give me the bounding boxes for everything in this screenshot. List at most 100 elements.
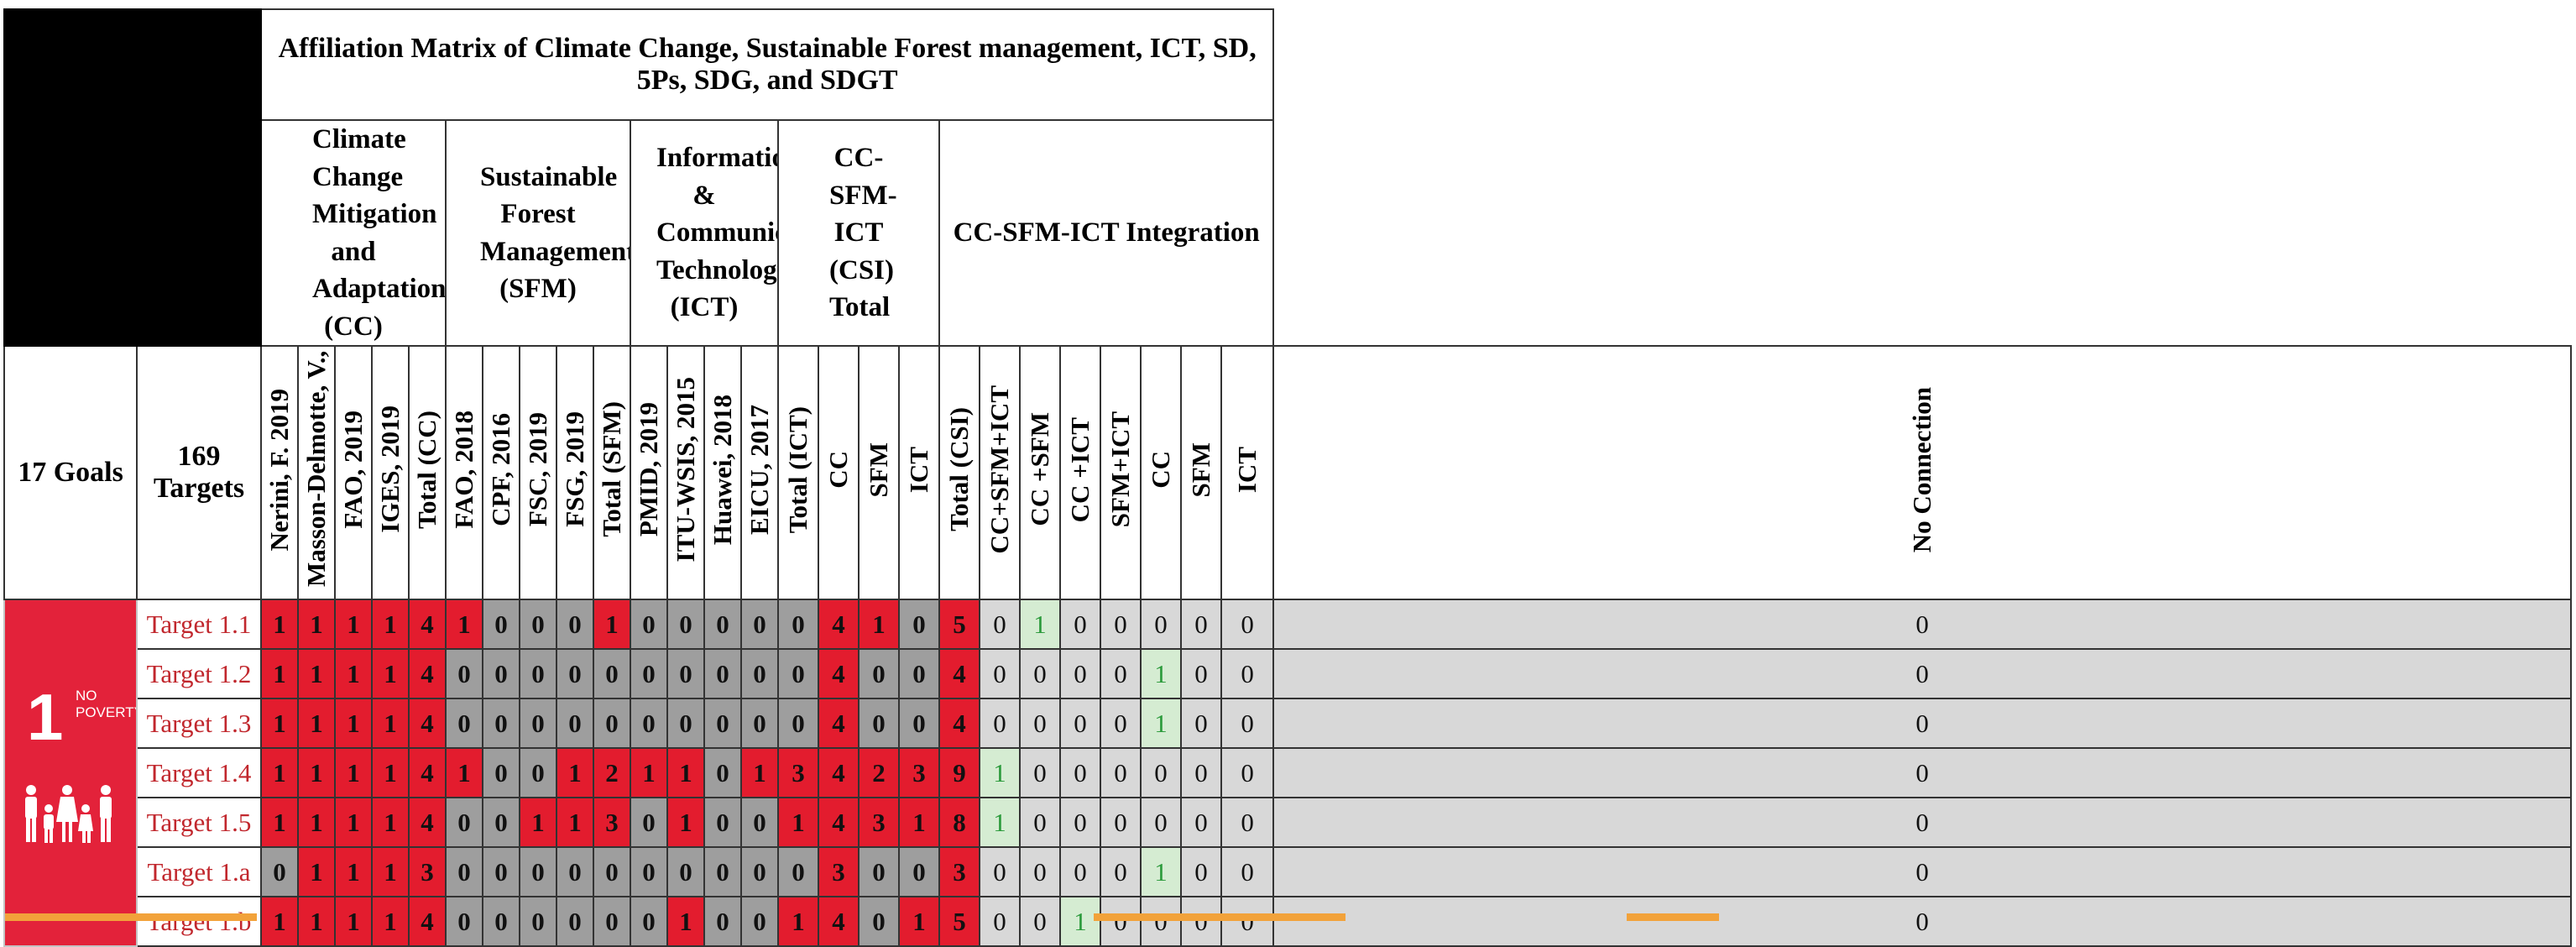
matrix-value-cell: 0 [1220,747,1275,799]
next-goal-accent-strip [5,913,2572,921]
matrix-value-cell: 0 [898,599,940,651]
matrix-value-cell: 0 [777,648,819,700]
column-header-label: No Connection [1907,386,1937,552]
column-header-label: EICU, 2017 [744,404,774,535]
column-header-label: FAO, 2018 [448,410,478,529]
column-header-label: ICT [903,446,933,493]
column-header: ICT [898,345,940,601]
table-row: Target 1.a 0 1 1 1 3 0 0 0 0 0 0 0 0 0 0 3 0 0 3 0 0 0 0 1 0 0 0 [4,846,2572,898]
matrix-value-cell: 3 [938,846,980,898]
matrix-value-cell: 1 [898,797,940,849]
column-header-label: Huawei, 2018 [707,394,737,545]
matrix-value-cell: 1 [260,747,299,799]
matrix-value-cell: 1 [556,747,594,799]
matrix-value-cell: 0 [1059,698,1101,750]
matrix-value-cell: 0 [898,648,940,700]
column-header-label: SFM+ICT [1105,411,1135,528]
matrix-value-cell: 1 [1140,698,1182,750]
table-row: Target 1.4 1 1 1 1 4 1 0 0 1 2 1 1 0 1 3 4 2 3 9 1 0 0 0 0 0 0 0 [4,747,2572,799]
affiliation-matrix: Affiliation Matrix of Climate Change, Su… [3,8,2572,947]
column-header-label: FSG, 2019 [559,411,589,528]
matrix-value-cell: 0 [703,648,742,700]
matrix-value-cell: 1 [334,846,373,898]
matrix-value-cell: 0 [1180,698,1222,750]
goal-number: 1 [27,680,64,755]
matrix-value-cell: 4 [408,747,447,799]
matrix-value-cell: 1 [1019,599,1061,651]
matrix-value-cell: 4 [818,797,860,849]
matrix-value-cell: 4 [408,698,447,750]
matrix-value-cell: 0 [593,648,631,700]
matrix-value-cell: 0 [979,648,1021,700]
matrix-value-cell: 0 [482,698,520,750]
matrix-value-cell: 1 [334,648,373,700]
matrix-value-cell: 0 [519,648,557,700]
goal-name: NO POVERTY [76,688,137,720]
matrix-value-cell: 0 [630,599,668,651]
matrix-value-cell: 0 [445,896,483,947]
matrix-value-cell: 1 [777,797,819,849]
matrix-value-cell: 0 [1272,797,2572,849]
matrix-value-cell: 0 [593,896,631,947]
matrix-value-cell: 1 [260,648,299,700]
column-header: ICT [1220,345,1275,601]
group-header: CC-SFM-ICT Integration [938,118,1275,348]
matrix-value-cell: 0 [1019,896,1061,947]
group-header: Climate Change Mitigation and Adaptation… [260,118,447,348]
matrix-value-cell: 0 [1100,896,1142,947]
matrix-value-cell: 1 [297,648,336,700]
group-header: CC-SFM-ICT (CSI) Total [777,118,940,348]
matrix-value-cell: 3 [777,747,819,799]
matrix-value-cell: 0 [1140,747,1182,799]
matrix-value-cell: 1 [740,747,779,799]
matrix-value-cell: 1 [297,599,336,651]
column-header: FSG, 2019 [556,345,594,601]
matrix-value-cell: 1 [556,797,594,849]
matrix-value-cell: 1 [593,599,631,651]
matrix-value-cell: 1 [334,599,373,651]
matrix-value-cell: 0 [1220,698,1275,750]
matrix-value-cell: 1 [260,698,299,750]
matrix-value-cell: 0 [1019,797,1061,849]
column-header-label: CC +ICT [1064,416,1095,522]
target-label: Target 1.3 [136,698,262,750]
matrix-value-cell: 4 [818,896,860,947]
column-header: IGES, 2019 [371,345,410,601]
matrix-value-cell: 1 [297,797,336,849]
matrix-value-cell: 1 [445,599,483,651]
target-label: Target 1.5 [136,797,262,849]
matrix-value-cell: 0 [1140,599,1182,651]
matrix-value-cell: 0 [979,846,1021,898]
matrix-value-cell: 0 [1180,846,1222,898]
matrix-value-cell: 0 [1180,896,1222,947]
matrix-value-cell: 9 [938,747,980,799]
matrix-value-cell: 0 [979,698,1021,750]
target-label: Target 1.4 [136,747,262,799]
column-header-label: ITU-WSIS, 2015 [670,377,700,562]
matrix-value-cell: 0 [1100,747,1142,799]
table-row: Target 1.b 1 1 1 1 4 0 0 0 0 0 0 1 0 0 1 4 0 1 5 0 0 1 0 0 0 0 0 [4,896,2572,947]
matrix-value-cell: 0 [666,599,705,651]
matrix-value-cell: 1 [371,599,410,651]
matrix-value-cell: 4 [408,599,447,651]
column-header-label: Total (CSI) [943,407,974,532]
matrix-value-cell: 1 [979,747,1021,799]
matrix-value-cell: 0 [482,648,520,700]
column-header-label: ICT [1232,446,1262,493]
matrix-value-cell: 0 [519,747,557,799]
group-header-row: Climate Change Mitigation and Adaptation… [4,118,2571,348]
matrix-value-cell: 0 [1272,698,2572,750]
matrix-value-cell: 0 [630,797,668,849]
matrix-value-cell: 0 [1180,747,1222,799]
matrix-value-cell: 1 [334,896,373,947]
matrix-value-cell: 0 [740,648,779,700]
matrix-value-cell: 1 [858,599,900,651]
column-header-label: Total (SFM) [596,401,626,538]
matrix-body: 1 NO POVERTY Target 1.1 1 1 1 1 4 1 0 0 0 1 0 0 0 0 0 4 1 0 5… [3,599,2572,947]
matrix-value-cell: 1 [371,797,410,849]
matrix-value-cell: 0 [593,698,631,750]
matrix-value-cell: 4 [938,698,980,750]
matrix-value-cell: 5 [938,896,980,947]
matrix-value-cell: 0 [666,648,705,700]
matrix-value-cell: 0 [630,648,668,700]
